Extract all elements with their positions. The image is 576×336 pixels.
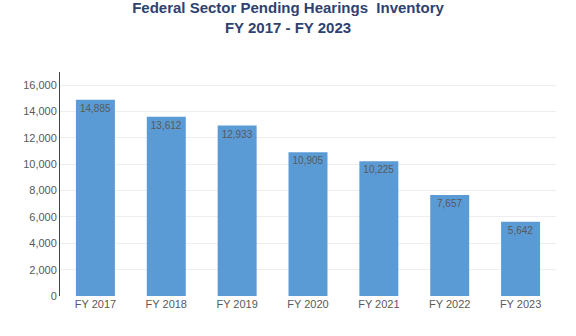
- svg-text:5,642: 5,642: [508, 225, 533, 236]
- svg-text:10,000: 10,000: [23, 158, 57, 170]
- svg-text:7,657: 7,657: [437, 198, 462, 209]
- svg-text:FY 2022: FY 2022: [429, 298, 470, 310]
- svg-text:FY 2020: FY 2020: [287, 298, 328, 310]
- svg-text:14,000: 14,000: [23, 105, 57, 117]
- svg-text:4,000: 4,000: [29, 237, 57, 249]
- svg-text:FY 2023: FY 2023: [500, 298, 541, 310]
- svg-text:FY 2017: FY 2017: [75, 298, 116, 310]
- svg-text:14,885: 14,885: [80, 103, 111, 114]
- svg-text:0: 0: [51, 290, 57, 302]
- svg-text:8,000: 8,000: [29, 184, 57, 196]
- svg-text:Federal Sector Pending Hearing: Federal Sector Pending Hearings Inventor…: [132, 0, 444, 36]
- svg-text:12,000: 12,000: [23, 132, 57, 144]
- svg-text:16,000: 16,000: [23, 79, 57, 91]
- svg-text:FY 2021: FY 2021: [358, 298, 399, 310]
- svg-text:2,000: 2,000: [29, 264, 57, 276]
- svg-text:10,225: 10,225: [363, 164, 394, 175]
- svg-text:FY 2018: FY 2018: [146, 298, 187, 310]
- svg-text:13,612: 13,612: [151, 120, 182, 131]
- svg-text:10,905: 10,905: [292, 155, 323, 166]
- svg-text:12,933: 12,933: [222, 129, 253, 140]
- svg-text:6,000: 6,000: [29, 211, 57, 223]
- svg-text:FY 2019: FY 2019: [216, 298, 257, 310]
